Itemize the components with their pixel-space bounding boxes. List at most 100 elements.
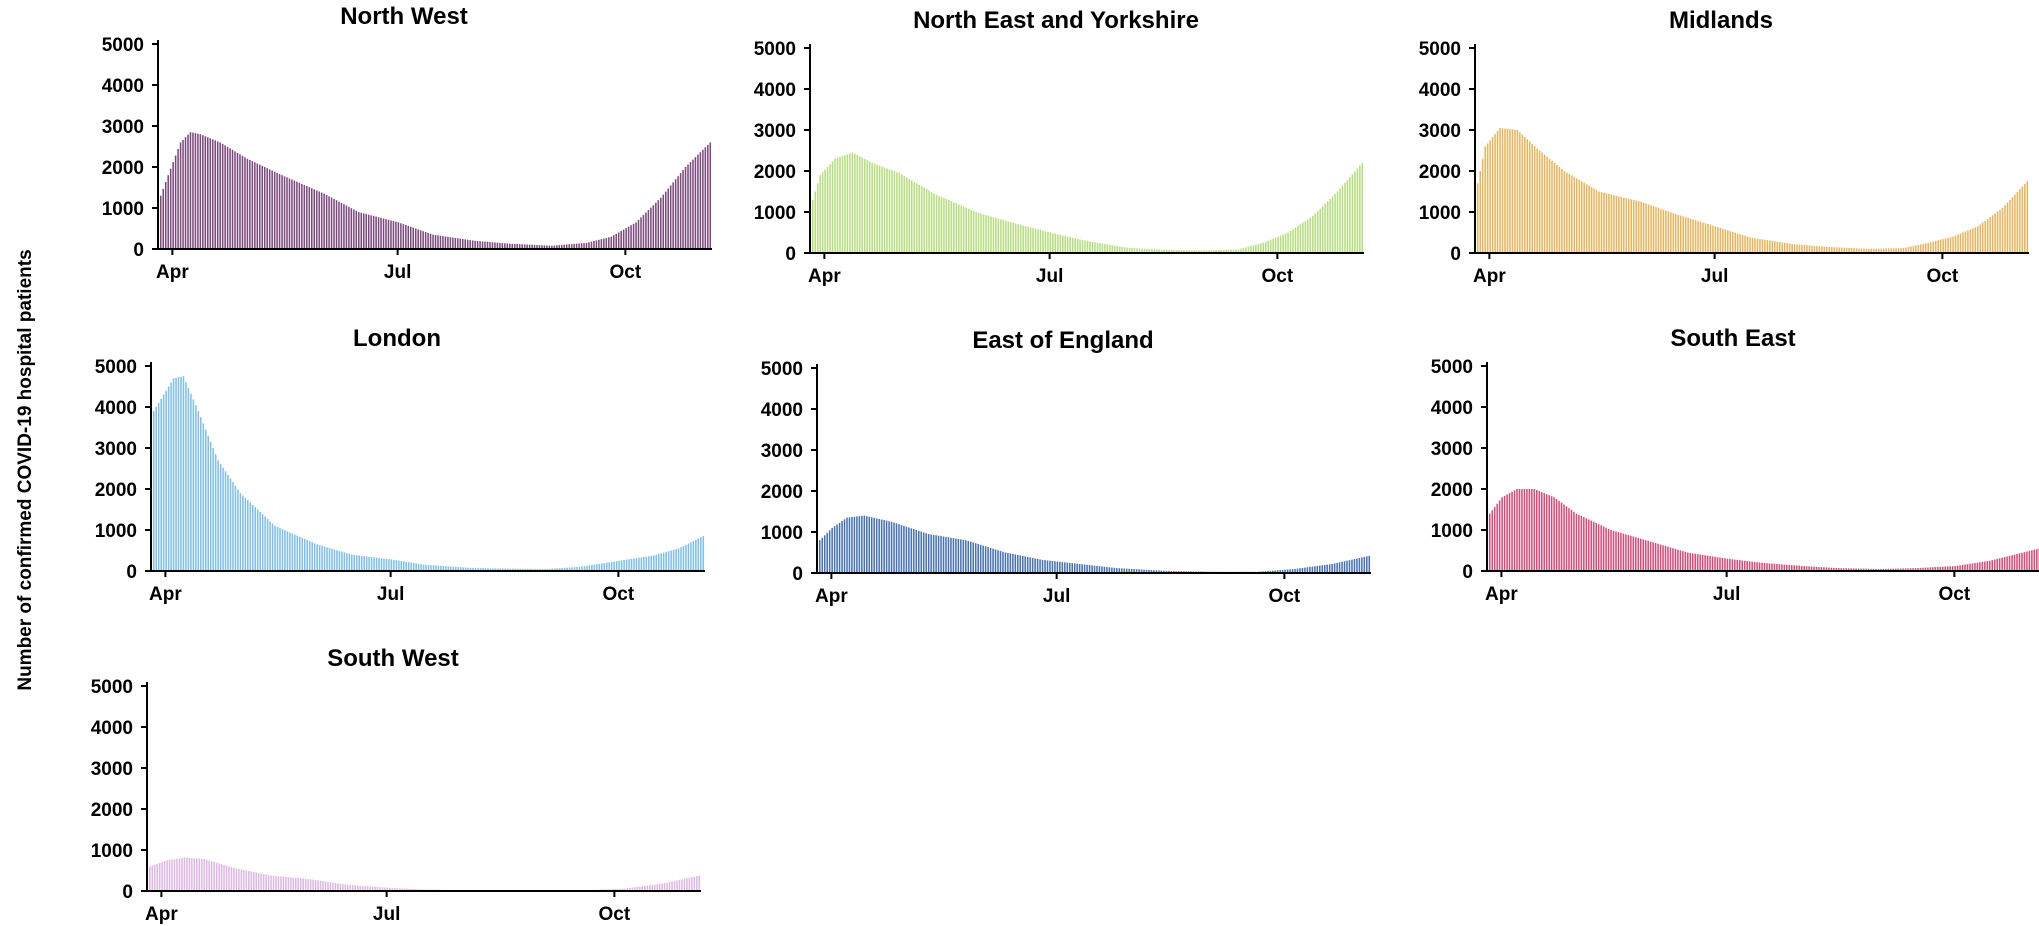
bar (1323, 564, 1326, 573)
bar (1771, 563, 1773, 571)
bar (1998, 558, 2001, 571)
bar (1000, 219, 1002, 253)
bar (676, 880, 678, 891)
bar (1031, 557, 1034, 573)
bar (1939, 239, 1942, 253)
bar (363, 556, 365, 571)
bar (1158, 249, 1161, 253)
bar (1232, 249, 1235, 253)
bar (1277, 236, 1279, 253)
bar (1042, 230, 1044, 253)
bar (1689, 218, 1692, 253)
bar (1964, 564, 1966, 571)
bar (1037, 229, 1039, 253)
bar (353, 554, 356, 571)
bar (878, 518, 880, 573)
y-tick-label: 5000 (95, 357, 137, 378)
bar (212, 448, 214, 571)
bar (1759, 238, 1761, 253)
bar (903, 175, 906, 253)
bar (1877, 568, 1880, 571)
bar (1605, 527, 1607, 571)
bar (334, 882, 337, 891)
bar (252, 504, 254, 571)
bar (1662, 545, 1664, 571)
y-tick-label: 3000 (754, 121, 796, 142)
bar (1833, 567, 1835, 571)
bar (1017, 224, 1019, 253)
bar (1175, 250, 1178, 253)
bar (1907, 568, 1909, 571)
bar (692, 541, 695, 571)
bar (266, 518, 269, 571)
bar (1620, 197, 1623, 253)
bar (1805, 566, 1808, 571)
bar (417, 563, 420, 571)
bar (1786, 243, 1788, 253)
bar (1778, 564, 1781, 571)
bar (171, 859, 173, 891)
bar (182, 376, 185, 571)
bar (509, 568, 511, 571)
bar (608, 562, 610, 571)
bar (1193, 250, 1195, 253)
bar (348, 553, 351, 571)
bar (215, 862, 218, 891)
bar (1766, 563, 1768, 571)
y-tick-label: 1000 (1431, 521, 1473, 542)
bar (1964, 231, 1967, 253)
bar (677, 548, 680, 571)
bar (1620, 532, 1622, 571)
bar (2003, 557, 2006, 571)
bar (958, 204, 960, 253)
bar (561, 567, 563, 571)
bar (678, 879, 681, 891)
bar (915, 529, 918, 573)
bar (1580, 515, 1583, 571)
bar (1128, 568, 1130, 573)
bar (1583, 182, 1585, 253)
bar (1348, 560, 1351, 573)
bar (1790, 565, 1793, 571)
bar (1994, 213, 1996, 253)
bar (1096, 242, 1099, 253)
bar (1047, 231, 1049, 253)
bar (254, 507, 257, 571)
bar (387, 219, 390, 249)
bar (1148, 248, 1151, 253)
bar (977, 544, 979, 573)
bar (1351, 559, 1353, 573)
bar (176, 858, 178, 891)
y-tick-label: 4000 (1419, 80, 1461, 101)
bar (1979, 562, 1981, 571)
bar (1074, 238, 1076, 253)
bar (194, 133, 197, 249)
bar (1533, 489, 1536, 571)
bar (1712, 225, 1714, 253)
bar (181, 857, 183, 891)
bar (1605, 193, 1608, 253)
bar (236, 152, 239, 249)
bar (636, 886, 639, 891)
bar (1892, 568, 1895, 571)
bar (293, 180, 296, 249)
bar (578, 566, 581, 571)
bar (1598, 191, 1600, 253)
bar (1717, 227, 1719, 253)
bar (1150, 569, 1153, 573)
bar (575, 243, 578, 249)
bar (987, 215, 990, 253)
bar (1771, 240, 1774, 253)
bar (261, 514, 264, 571)
bar (1756, 238, 1759, 253)
bar (543, 245, 546, 249)
bar (923, 187, 925, 253)
bar (1924, 567, 1927, 571)
bar (1361, 162, 1364, 253)
bar (950, 537, 952, 573)
bar (1749, 237, 1751, 253)
bar (1679, 550, 1682, 571)
bar (1511, 129, 1514, 253)
bar (596, 564, 598, 571)
bar (229, 478, 232, 571)
